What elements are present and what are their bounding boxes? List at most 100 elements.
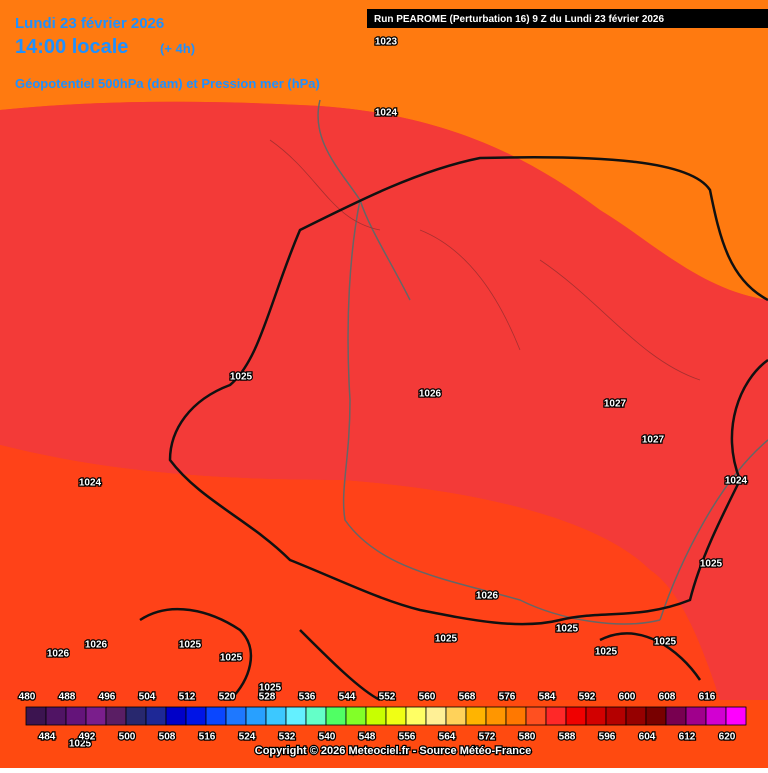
colorbar-label: 528 xyxy=(259,692,276,703)
isobar-label: 1026 xyxy=(419,389,442,400)
colorbar-swatch xyxy=(25,706,47,726)
isobar-label: 1025 xyxy=(179,640,202,651)
isobar-label: 1027 xyxy=(604,399,627,410)
isobar xyxy=(139,607,702,702)
isobar-label: 1025 xyxy=(259,683,282,694)
colorbar-swatch xyxy=(185,706,207,726)
isobar-label: 1023 xyxy=(375,37,398,48)
colorbar-label: 560 xyxy=(419,692,436,703)
isobar-label: 1025 xyxy=(595,647,618,658)
colorbar-label: 544 xyxy=(339,692,356,703)
colorbar-swatch xyxy=(125,706,147,726)
colorbar-label: 532 xyxy=(279,732,296,743)
colorbar-swatch xyxy=(165,706,187,726)
colorbar-swatch xyxy=(685,706,707,726)
colorbar-label: 488 xyxy=(59,692,76,703)
colorbar-label: 524 xyxy=(239,732,256,743)
colorbar-label: 496 xyxy=(99,692,116,703)
isobar-label: 1025 xyxy=(556,624,579,635)
isobar-label: 1024 xyxy=(375,108,398,119)
colorbar-label: 516 xyxy=(199,732,216,743)
colorbar-swatch xyxy=(665,706,687,726)
colorbar-swatch xyxy=(105,706,127,726)
isobar-label: 1024 xyxy=(725,476,748,487)
red-zone xyxy=(0,101,768,701)
colorbar-label: 492 xyxy=(79,732,96,743)
colorbar-swatch xyxy=(405,706,427,726)
colorbar-swatch xyxy=(485,706,507,726)
isobar-label: 1026 xyxy=(85,640,108,651)
time: 14:00 locale xyxy=(15,36,128,58)
lower-zone xyxy=(0,445,720,700)
colorbar-swatch xyxy=(225,706,247,726)
colorbar-label: 588 xyxy=(559,732,576,743)
isobar-label: 1025 xyxy=(220,653,243,664)
colorbar-swatch xyxy=(565,706,587,726)
colorbar-label: 584 xyxy=(539,692,556,703)
field-name: Géopotentiel 500hPa (dam) et Pression me… xyxy=(15,76,320,91)
colorbar-swatch xyxy=(325,706,347,726)
colorbar-label: 556 xyxy=(399,732,416,743)
copyright: Copyright © 2026 Meteociel.fr - Source M… xyxy=(255,745,531,757)
colorbar-swatch xyxy=(505,706,527,726)
colorbar-label: 620 xyxy=(719,732,736,743)
colorbar-label: 592 xyxy=(579,692,596,703)
colorbar-label: 552 xyxy=(379,692,396,703)
isobar-label: 1025 xyxy=(69,739,92,750)
colorbar-label: 604 xyxy=(639,732,656,743)
colorbar-label: 568 xyxy=(459,692,476,703)
colorbar-label: 520 xyxy=(219,692,236,703)
isobar-label: 1025 xyxy=(700,559,723,570)
colorbar-swatch xyxy=(45,706,67,726)
isobar xyxy=(168,156,768,626)
borders xyxy=(269,139,701,381)
colorbar-label: 580 xyxy=(519,732,536,743)
colorbar-swatch xyxy=(245,706,267,726)
colorbar-swatch xyxy=(545,706,567,726)
colorbar-swatch xyxy=(705,706,727,726)
colorbar-swatch xyxy=(285,706,307,726)
colorbar-swatch xyxy=(65,706,87,726)
colorbar-swatch xyxy=(645,706,667,726)
colorbar-swatch xyxy=(265,706,287,726)
colorbar-swatch xyxy=(385,706,407,726)
colorbar-label: 596 xyxy=(599,732,616,743)
colorbar-label: 512 xyxy=(179,692,196,703)
colorbar-label: 572 xyxy=(479,732,496,743)
colorbar-swatch xyxy=(85,706,107,726)
time-offset: (+ 4h) xyxy=(160,41,195,56)
isobar-label: 1026 xyxy=(476,591,499,602)
colorbar-swatch xyxy=(445,706,467,726)
colorbar-label: 504 xyxy=(139,692,156,703)
colorbar-swatch xyxy=(305,706,327,726)
colorbar-label: 616 xyxy=(699,692,716,703)
run-info: Run PEAROME (Perturbation 16) 9 Z du Lun… xyxy=(374,14,664,25)
colorbar-swatch xyxy=(725,706,747,726)
colorbar-label: 480 xyxy=(19,692,36,703)
colorbar-swatch xyxy=(345,706,367,726)
colorbar-label: 508 xyxy=(159,732,176,743)
colorbar-label: 612 xyxy=(679,732,696,743)
colorbar-swatch xyxy=(365,706,387,726)
colorbar-label: 500 xyxy=(119,732,136,743)
colorbar-label: 564 xyxy=(439,732,456,743)
colorbar-swatch xyxy=(625,706,647,726)
colorbar-label: 540 xyxy=(319,732,336,743)
colorbar-label: 484 xyxy=(39,732,56,743)
colorbar-label: 536 xyxy=(299,692,316,703)
isobar-label: 1027 xyxy=(642,435,665,446)
colorbar-swatch xyxy=(605,706,627,726)
isobar-label: 1026 xyxy=(47,649,70,660)
colorbar-label: 600 xyxy=(619,692,636,703)
colorbar-swatch xyxy=(425,706,447,726)
colorbar-label: 608 xyxy=(659,692,676,703)
isobar-label: 1025 xyxy=(435,634,458,645)
colorbar-swatch xyxy=(525,706,547,726)
colorbar-swatch xyxy=(205,706,227,726)
colorbar-swatch xyxy=(465,706,487,726)
colorbar-label: 548 xyxy=(359,732,376,743)
isobar-label: 1025 xyxy=(230,372,253,383)
run-banner xyxy=(367,9,768,28)
colorbar-label: 576 xyxy=(499,692,516,703)
date: Lundi 23 février 2026 xyxy=(15,15,164,32)
